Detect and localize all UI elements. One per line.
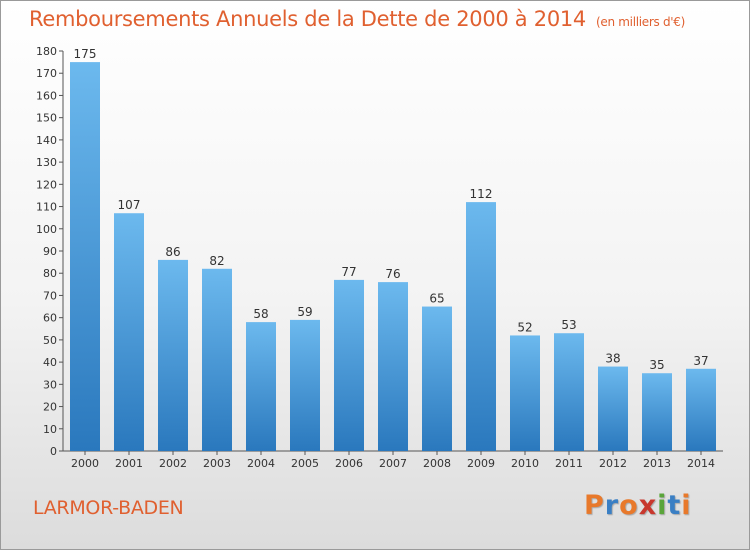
logo-letter: P bbox=[584, 490, 605, 521]
x-tick-label: 2011 bbox=[555, 457, 583, 470]
chart-title-text: Remboursements Annuels de la Dette de 20… bbox=[29, 7, 586, 31]
bars bbox=[70, 62, 716, 451]
y-tick-label: 80 bbox=[43, 267, 57, 280]
y-tick-label: 70 bbox=[43, 289, 57, 302]
x-tick-label: 2012 bbox=[599, 457, 627, 470]
y-tick-label: 40 bbox=[43, 356, 57, 369]
data-label-2000: 175 bbox=[74, 47, 97, 61]
y-tick-label: 10 bbox=[43, 423, 57, 436]
y-tick-label: 0 bbox=[50, 445, 57, 458]
data-label-2009: 112 bbox=[470, 187, 493, 201]
x-tick-label: 2014 bbox=[687, 457, 715, 470]
x-tick-label: 2006 bbox=[335, 457, 363, 470]
bar-2006 bbox=[334, 279, 364, 451]
bar-2014 bbox=[686, 368, 716, 451]
bar-2001 bbox=[114, 213, 144, 451]
chart-subtitle: (en milliers d'€) bbox=[596, 15, 686, 29]
y-tick-label: 30 bbox=[43, 378, 57, 391]
x-tick-label: 2008 bbox=[423, 457, 451, 470]
data-label-2014: 37 bbox=[693, 354, 708, 368]
y-tick-label: 90 bbox=[43, 245, 57, 258]
x-tick-label: 2002 bbox=[159, 457, 187, 470]
logo-letter: o bbox=[619, 490, 639, 521]
bar-2002 bbox=[158, 259, 188, 451]
x-tick-label: 2005 bbox=[291, 457, 319, 470]
axes: 0 10 20 30 40 50 60 70 80 90 100 110 120 130 140 150 160… bbox=[36, 45, 723, 470]
x-tick-label: 2000 bbox=[71, 457, 99, 470]
data-label-2007: 76 bbox=[385, 267, 400, 281]
chart-title: Remboursements Annuels de la Dette de 20… bbox=[29, 7, 685, 31]
bar-2007 bbox=[378, 282, 408, 451]
y-tick-label: 120 bbox=[36, 178, 57, 191]
data-label-2005: 59 bbox=[297, 305, 312, 319]
y-tick-label: 20 bbox=[43, 401, 57, 414]
commune-name: LARMOR-BADEN bbox=[33, 497, 184, 519]
y-tick-label: 150 bbox=[36, 112, 57, 125]
x-tick-label: 2007 bbox=[379, 457, 407, 470]
bar-2011 bbox=[554, 333, 584, 451]
y-tick-label: 60 bbox=[43, 312, 57, 325]
x-tick-label: 2013 bbox=[643, 457, 671, 470]
x-tick-label: 2001 bbox=[115, 457, 143, 470]
logo-letter: i bbox=[681, 490, 692, 521]
data-labels: 175 107 86 82 58 59 77 76 65 112 52 53 38 35 37 bbox=[74, 47, 709, 372]
data-label-2011: 53 bbox=[561, 318, 576, 332]
y-tick-label: 160 bbox=[36, 89, 57, 102]
bar-2010 bbox=[510, 335, 540, 451]
bar-2003 bbox=[202, 268, 232, 451]
logo-letter: t bbox=[667, 490, 682, 521]
data-label-2002: 86 bbox=[165, 245, 180, 259]
y-tick-label: 130 bbox=[36, 156, 57, 169]
data-label-2008: 65 bbox=[429, 292, 444, 306]
proxiti-logo: Proxiti bbox=[584, 490, 692, 521]
x-tick-label: 2004 bbox=[247, 457, 275, 470]
bar-2009 bbox=[466, 202, 496, 451]
y-tick-label: 100 bbox=[36, 223, 57, 236]
logo-letter: i bbox=[657, 490, 668, 521]
bar-2008 bbox=[422, 306, 452, 451]
y-tick-label: 50 bbox=[43, 334, 57, 347]
data-label-2001: 107 bbox=[118, 198, 141, 212]
x-tick-label: 2010 bbox=[511, 457, 539, 470]
y-tick-label: 140 bbox=[36, 134, 57, 147]
bar-2005 bbox=[290, 319, 320, 451]
data-label-2010: 52 bbox=[517, 320, 532, 334]
bar-2013 bbox=[642, 373, 672, 451]
data-label-2006: 77 bbox=[341, 265, 356, 279]
data-label-2003: 82 bbox=[209, 254, 224, 268]
y-tick-label: 110 bbox=[36, 201, 57, 214]
data-label-2013: 35 bbox=[649, 358, 664, 372]
data-label-2004: 58 bbox=[253, 307, 268, 321]
bar-2004 bbox=[246, 322, 276, 451]
x-tick-label: 2009 bbox=[467, 457, 495, 470]
data-label-2012: 38 bbox=[605, 352, 620, 366]
logo-letter: x bbox=[638, 490, 658, 521]
logo-letter: r bbox=[604, 490, 620, 521]
y-tick-label: 170 bbox=[36, 67, 57, 80]
bar-2000 bbox=[70, 62, 100, 451]
y-tick-label: 180 bbox=[36, 45, 57, 58]
bar-2012 bbox=[598, 366, 628, 451]
x-tick-label: 2003 bbox=[203, 457, 231, 470]
